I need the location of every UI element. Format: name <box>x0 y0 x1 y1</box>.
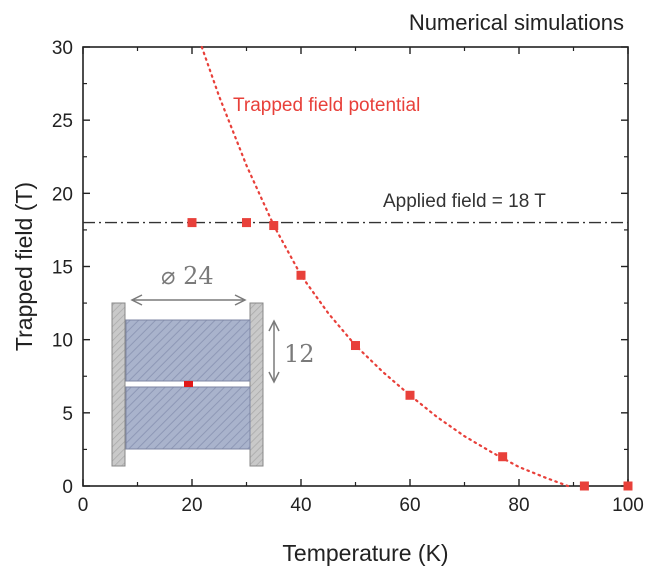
chart-title: Numerical simulations <box>409 10 624 35</box>
data-point <box>623 481 633 491</box>
data-point <box>296 270 306 280</box>
data-point <box>187 218 197 228</box>
data-point <box>405 390 415 400</box>
inset-height-arrowhead-bottom <box>268 371 280 384</box>
x-tick-label: 0 <box>78 495 89 516</box>
y-tick-label: 30 <box>52 38 73 59</box>
inset-diameter-label: ⌀ 24 <box>161 262 214 290</box>
inset-height-label: 12 <box>284 340 315 368</box>
x-tick-label: 80 <box>508 495 529 516</box>
y-tick-label: 5 <box>62 404 73 425</box>
data-point <box>242 218 251 228</box>
curve-annotation: Trapped field potential <box>233 95 420 116</box>
y-tick-label: 20 <box>52 184 73 205</box>
data-point <box>269 221 279 231</box>
inset-diameter-arrowhead-left <box>130 294 143 306</box>
inset-lower-bulk <box>125 386 251 450</box>
y-axis-label: Trapped field (T) <box>11 182 37 351</box>
y-tick-label: 25 <box>52 111 73 132</box>
inset-schematic: ⌀ 24 12 <box>111 262 315 467</box>
x-tick-label: 100 <box>612 495 644 516</box>
data-point <box>498 452 508 462</box>
inset-sensor-marker <box>184 381 193 387</box>
data-point <box>579 481 589 491</box>
data-point <box>351 341 360 351</box>
x-tick-label: 20 <box>181 495 202 516</box>
x-tick-label: 60 <box>399 495 420 516</box>
inset-diameter-arrowhead-right <box>234 294 247 306</box>
y-tick-label: 0 <box>62 477 73 498</box>
x-axis-label: Temperature (K) <box>282 540 448 566</box>
applied-field-annotation: Applied field = 18 T <box>383 191 546 212</box>
chart-marks <box>83 45 633 491</box>
inset-left-ring <box>111 302 126 467</box>
x-tick-label: 40 <box>290 495 311 516</box>
y-tick-label: 10 <box>52 331 73 352</box>
inset-height-arrowhead-top <box>268 319 280 332</box>
plot-area <box>82 46 629 487</box>
chart-labels: 0 20 40 60 80 100 0 5 10 15 20 25 30 Temperature (K) T… <box>11 10 644 566</box>
inset-upper-bulk <box>125 319 251 382</box>
y-tick-label: 15 <box>52 258 73 279</box>
inset-right-ring <box>249 302 264 467</box>
